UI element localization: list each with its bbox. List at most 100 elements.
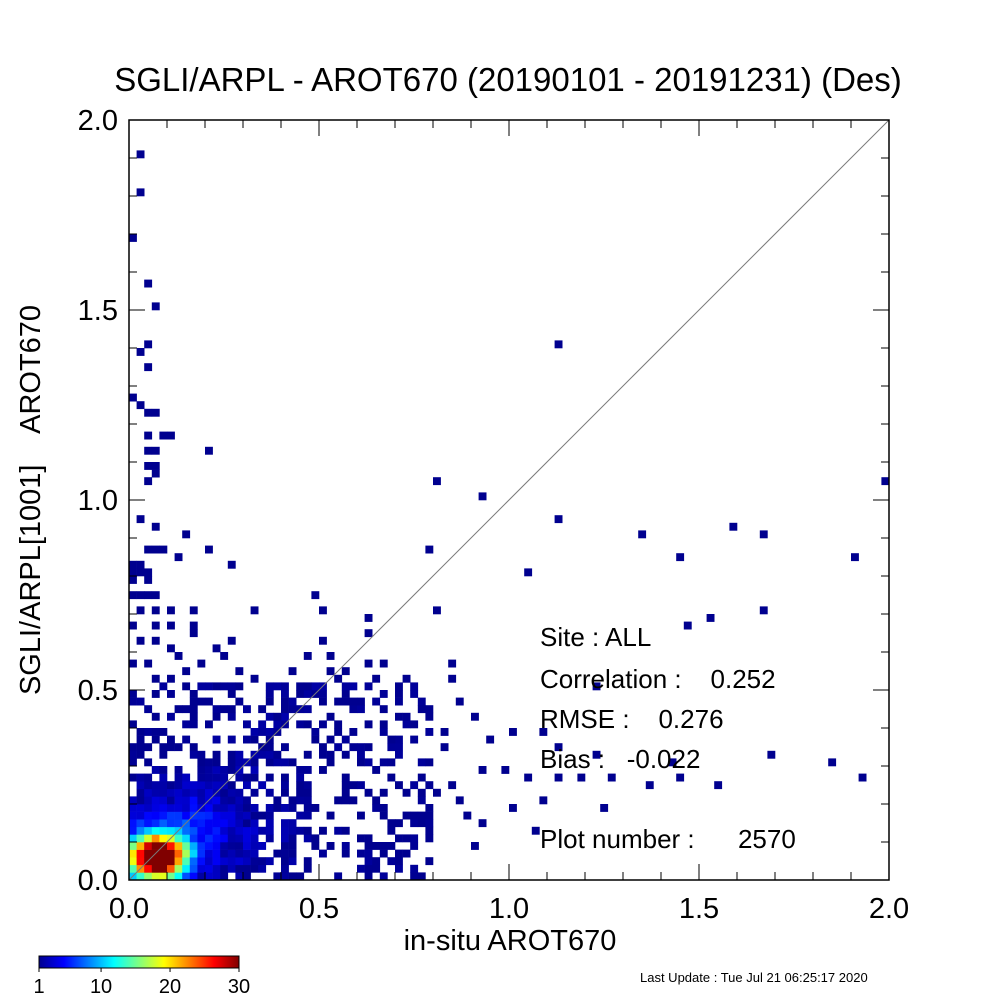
heatmap-cell: [189, 705, 198, 714]
heatmap-cell: [197, 750, 206, 759]
heatmap-cell: [341, 788, 350, 797]
heatmap-cell: [539, 796, 548, 805]
heatmap-cell: [425, 728, 434, 736]
heatmap-cell: [212, 872, 221, 881]
heatmap-cell: [227, 804, 236, 812]
x-tick-labels: 0.0 0.5 1.0 1.5 2.0: [109, 893, 909, 925]
heatmap-cell: [265, 743, 274, 752]
heatmap-cell: [227, 864, 236, 873]
heatmap-cell: [144, 576, 153, 584]
heatmap-cell: [174, 705, 183, 714]
heatmap-cell: [144, 431, 153, 440]
heatmap-cell: [281, 682, 289, 691]
heatmap-cell: [205, 849, 213, 858]
heatmap-cell: [151, 712, 160, 721]
heatmap-cell: [227, 796, 236, 805]
heatmap-cell: [281, 697, 289, 706]
heatmap-cell: [364, 857, 373, 866]
stat-correlation: Correlation : 0.252: [540, 664, 776, 694]
heatmap-cell: [151, 811, 160, 820]
heatmap-cell: [205, 446, 213, 455]
heatmap-cell: [136, 788, 145, 797]
colorbar-tick-label: 30: [228, 976, 250, 998]
heatmap-cell: [638, 530, 647, 539]
heatmap-cell: [235, 750, 244, 759]
heatmap-cell: [205, 819, 213, 828]
heatmap-cell: [828, 758, 837, 767]
heatmap-cell: [205, 682, 213, 691]
heatmap-cell: [349, 728, 358, 736]
heatmap-cell: [501, 766, 510, 774]
heatmap-cell: [189, 743, 198, 752]
heatmap-cell: [136, 773, 145, 782]
heatmap-cell: [341, 796, 350, 805]
heatmap-cell: [136, 401, 145, 410]
heatmap-cell: [205, 697, 213, 706]
heatmap-cell: [303, 811, 312, 820]
heatmap-cell: [379, 705, 388, 714]
heatmap-cell: [129, 819, 137, 828]
heatmap-cell: [189, 834, 198, 843]
heatmap-cell: [227, 849, 236, 858]
heatmap-cell: [129, 773, 137, 782]
heatmap-cell: [478, 492, 487, 501]
heatmap-cell: [151, 674, 160, 683]
heatmap-cell: [281, 781, 289, 790]
heatmap-cell: [395, 743, 403, 752]
heatmap-cell: [288, 842, 297, 850]
y-tick-labels: 0.0 0.5 1.0 1.5 2.0: [78, 105, 118, 897]
heatmap-cell: [311, 804, 320, 812]
heatmap-cell: [357, 864, 365, 873]
heatmap-cell: [129, 659, 137, 668]
heatmap-cell: [714, 781, 723, 790]
heatmap-cells: [129, 150, 890, 881]
heatmap-cell: [250, 728, 259, 736]
heatmap-cell: [281, 773, 289, 782]
heatmap-cell: [197, 864, 206, 873]
heatmap-cell: [319, 690, 327, 698]
heatmap-cell: [235, 864, 244, 873]
heatmap-cell: [311, 842, 320, 850]
heatmap-cell: [174, 796, 183, 805]
heatmap-cell: [425, 781, 434, 790]
heatmap-cell: [258, 864, 267, 873]
heatmap-cell: [334, 697, 343, 706]
heatmap-cell: [159, 849, 168, 858]
heatmap-cell: [151, 826, 160, 835]
heatmap-cell: [729, 522, 738, 531]
heatmap-cell: [136, 781, 145, 790]
heatmap-cell: [227, 788, 236, 797]
heatmap-cell: [151, 781, 160, 790]
heatmap-cell: [220, 796, 229, 805]
heatmap-cell: [167, 690, 175, 698]
heatmap-cell: [159, 819, 168, 828]
heatmap-cell: [433, 788, 441, 797]
heatmap-cell: [151, 591, 160, 600]
heatmap-cell: [395, 849, 403, 858]
heatmap-cell: [136, 849, 145, 858]
heatmap-cell: [167, 674, 175, 683]
heatmap-cell: [220, 773, 229, 782]
heatmap-cell: [311, 591, 320, 600]
heatmap-cell: [167, 712, 175, 721]
heatmap-cell: [364, 788, 373, 797]
heatmap-cell: [243, 720, 251, 729]
heatmap-cell: [197, 849, 206, 858]
heatmap-cell: [326, 667, 335, 676]
heatmap-cell: [212, 857, 221, 866]
heatmap-cell: [387, 819, 396, 828]
heatmap-cell: [296, 690, 305, 698]
heatmap-cell: [273, 720, 282, 729]
heatmap-cell: [402, 834, 411, 843]
heatmap-cell: [151, 408, 160, 417]
heatmap-cell: [144, 864, 153, 873]
heatmap-cell: [410, 872, 419, 881]
heatmap-cell: [243, 705, 251, 714]
heatmap-cell: [311, 682, 320, 691]
heatmap-cell: [387, 773, 396, 782]
heatmap-cell: [402, 849, 411, 858]
heatmap-cell: [151, 788, 160, 797]
one-to-one-line: [128, 119, 890, 881]
heatmap-cell: [220, 788, 229, 797]
heatmap-cell: [288, 872, 297, 881]
